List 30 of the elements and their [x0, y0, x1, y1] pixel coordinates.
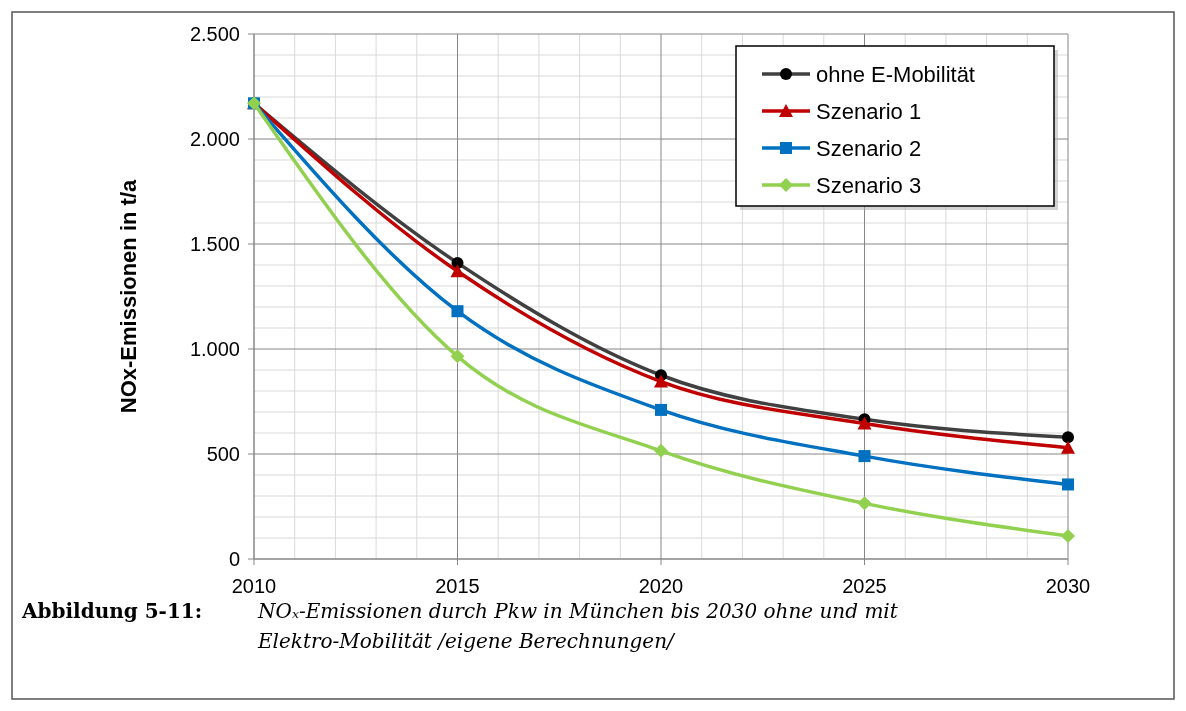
y-tick-label: 500	[206, 443, 240, 465]
point	[450, 264, 465, 278]
text: NOₓ-Emissionen durch Pkw in München bis 2030 ohne und mit Elektro-Mobilität /eigene Berechnungen/	[257, 599, 899, 653]
point	[1061, 528, 1075, 543]
legend-label: ohne E-Mobilität	[816, 61, 975, 87]
x-tick-label: 2015	[435, 575, 480, 597]
point	[654, 374, 668, 388]
legend-label: Szenario 3	[816, 172, 922, 198]
text: Abbildung 5-11:	[21, 599, 203, 623]
y-tick-label: 1.500	[189, 233, 240, 255]
y-tick-label: 2.000	[189, 128, 240, 150]
y-tick-label: 2.500	[189, 23, 240, 45]
y-tick-label: 1.000	[189, 338, 240, 360]
legend-label: Szenario 2	[816, 135, 922, 161]
y-tick-label: 0	[228, 548, 240, 570]
point	[451, 305, 464, 318]
point	[857, 496, 872, 511]
point	[858, 450, 871, 463]
point	[857, 416, 872, 430]
y-axis-title: NOx-Emissionen in t/a	[116, 178, 141, 414]
point	[655, 403, 667, 416]
legend-label: Szenario 1	[816, 98, 922, 124]
x-tick-label: 2025	[842, 575, 887, 597]
x-tick-label: 2030	[1045, 575, 1091, 597]
point	[1061, 440, 1075, 454]
point	[654, 443, 668, 458]
point	[450, 349, 465, 364]
x-tick-label: 2020	[638, 575, 684, 597]
point	[1062, 478, 1074, 491]
x-tick-label: 2010	[231, 575, 277, 597]
